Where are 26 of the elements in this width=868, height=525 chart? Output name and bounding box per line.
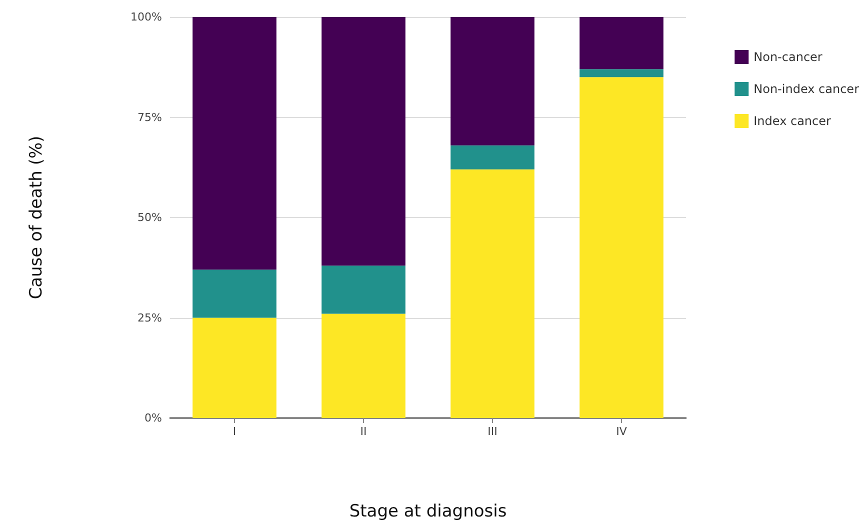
bar [580, 17, 664, 70]
bar [450, 145, 534, 170]
legend-label: Non-index cancer [754, 82, 860, 96]
bar [322, 266, 406, 314]
bar [322, 314, 406, 418]
x-tick-label: II [360, 425, 367, 438]
bar [580, 69, 664, 78]
y-tick-label: 25% [138, 311, 162, 324]
legend-label: Index cancer [754, 114, 832, 128]
y-tick-label: 50% [138, 211, 162, 224]
bar [322, 17, 406, 266]
bar [580, 77, 664, 418]
x-tick-label: IV [616, 425, 628, 438]
bar [192, 17, 276, 270]
bar [450, 169, 534, 418]
y-axis-title: Cause of death (%) [26, 136, 46, 300]
x-axis-title: Stage at diagnosis [349, 502, 507, 522]
bar [192, 318, 276, 418]
bar [192, 270, 276, 318]
legend-label: Non-cancer [754, 50, 822, 64]
y-tick-label: 75% [138, 110, 162, 124]
y-tick-label: 0% [144, 412, 162, 424]
bar [450, 17, 534, 146]
x-tick-label: III [488, 425, 498, 438]
y-tick-label: 100% [130, 10, 162, 24]
x-tick-label: I [232, 425, 236, 438]
